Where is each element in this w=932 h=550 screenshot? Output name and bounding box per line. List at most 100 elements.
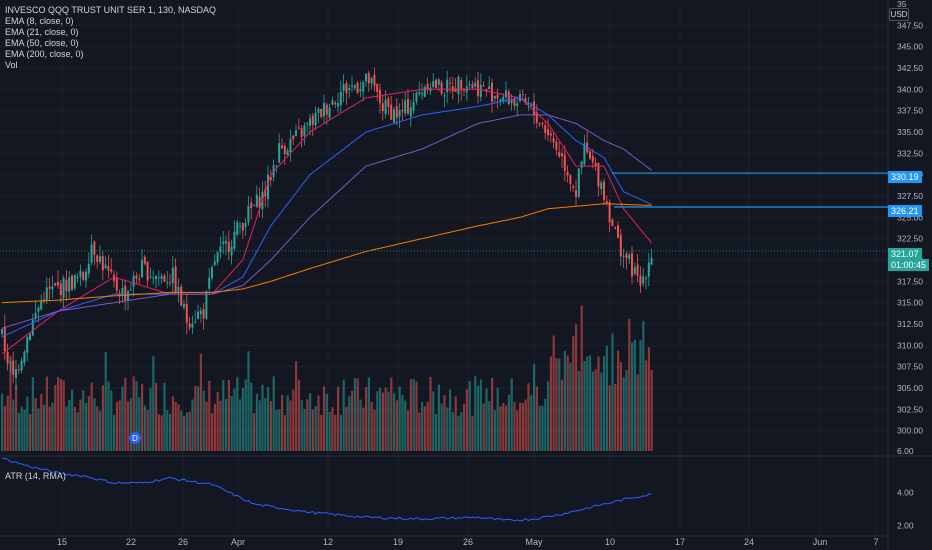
volume-bar	[174, 401, 177, 451]
candle-body	[17, 369, 20, 371]
candle-body	[423, 87, 426, 97]
atr-legend[interactable]: ATR (14, RMA)	[5, 471, 66, 481]
volume-bar	[57, 376, 60, 451]
candle-body	[124, 285, 127, 302]
candle-body	[460, 80, 463, 91]
volume-bar	[339, 414, 342, 451]
volume-bar	[6, 395, 9, 451]
volume-bar	[283, 415, 286, 451]
volume-bar	[631, 342, 634, 451]
ema200-legend[interactable]: EMA (200, close, 0)	[5, 49, 84, 59]
candle-body	[580, 161, 583, 168]
candle-body	[93, 241, 96, 255]
candle-body	[650, 258, 653, 265]
candle-body	[275, 165, 278, 167]
candle-body	[633, 267, 636, 275]
candle-body	[474, 82, 477, 87]
volume-bar	[40, 393, 43, 451]
volume-bar	[541, 405, 544, 451]
candle-body	[412, 102, 415, 111]
candle-body	[15, 369, 17, 378]
candle-body	[197, 311, 199, 320]
volume-bar	[600, 372, 603, 451]
volume-bar	[505, 405, 508, 451]
volume-bar	[449, 389, 452, 451]
candle-body	[213, 261, 216, 265]
candle-body	[155, 275, 157, 280]
volume-bar	[138, 397, 141, 451]
volume-bar	[300, 400, 303, 451]
volume-bar	[594, 369, 597, 451]
volume-bar	[31, 377, 34, 451]
volume-bar	[619, 362, 622, 451]
candle-body	[502, 96, 505, 101]
candle-body	[31, 319, 34, 336]
volume-bar	[115, 401, 118, 451]
atr-axis-tick: 4.00	[897, 488, 914, 498]
volume-bar	[272, 376, 275, 451]
volume-legend[interactable]: Vol	[5, 60, 18, 70]
candle-body	[334, 102, 337, 105]
volume-bar	[292, 389, 295, 451]
volume-bar	[82, 390, 85, 451]
volume-bar	[71, 389, 74, 451]
volume-bar	[286, 395, 289, 451]
volume-bar	[199, 353, 202, 451]
volume-bar	[180, 410, 183, 451]
volume-bar	[317, 395, 320, 451]
candle-body	[435, 79, 437, 88]
volume-bar	[639, 340, 642, 451]
volume-bar	[426, 401, 429, 451]
candle-body	[82, 272, 85, 280]
candle-body	[9, 362, 12, 364]
volume-bar	[241, 387, 244, 451]
candle-body	[40, 300, 43, 310]
candle-body	[247, 206, 250, 223]
candle-body	[339, 91, 342, 106]
currency-button[interactable]: USD	[889, 8, 909, 21]
price-axis-tick: 307.50	[897, 362, 923, 372]
candle-body	[356, 82, 359, 94]
volume-bar	[104, 352, 107, 451]
candle-body	[639, 275, 642, 286]
volume-bar	[348, 396, 351, 451]
candle-body	[493, 95, 496, 99]
candle-body	[373, 74, 376, 86]
candle-body	[505, 90, 507, 98]
volume-bar	[54, 385, 57, 451]
volume-bar	[608, 385, 611, 451]
volume-bar	[591, 371, 594, 451]
volume-bar	[390, 377, 393, 451]
ema50-legend[interactable]: EMA (50, close, 0)	[5, 38, 79, 48]
candle-body	[241, 223, 244, 231]
candle-body	[79, 270, 82, 277]
volume-bar	[278, 409, 281, 451]
volume-bar	[157, 414, 160, 451]
candle-body	[625, 253, 628, 259]
volume-bar	[650, 370, 653, 451]
price-axis-tick: 347.50	[897, 20, 923, 30]
candle-body	[362, 82, 365, 92]
candle-body	[541, 123, 544, 125]
volume-bar	[188, 411, 191, 451]
candle-body	[185, 304, 188, 323]
volume-bar	[563, 350, 566, 451]
symbol-title[interactable]: INVESCO QQQ TRUST UNIT SER 1, 130, NASDA…	[5, 5, 217, 15]
candle-body	[611, 219, 614, 226]
candle-body	[527, 103, 530, 105]
candle-body	[163, 275, 166, 282]
candle-body	[387, 98, 390, 107]
volume-bar	[381, 392, 384, 451]
candle-body	[437, 79, 440, 85]
ema21-legend[interactable]: EMA (21, close, 0)	[5, 27, 79, 37]
ema8-legend[interactable]: EMA (8, close, 0)	[5, 16, 74, 26]
price-axis-tick: 342.50	[897, 63, 923, 73]
candle-body	[20, 360, 23, 371]
candle-body	[348, 88, 351, 91]
candle-body	[306, 123, 309, 125]
candle-body	[216, 251, 219, 263]
volume-bar	[376, 391, 379, 451]
candle-body	[183, 304, 185, 308]
ema21-line	[1, 97, 652, 338]
